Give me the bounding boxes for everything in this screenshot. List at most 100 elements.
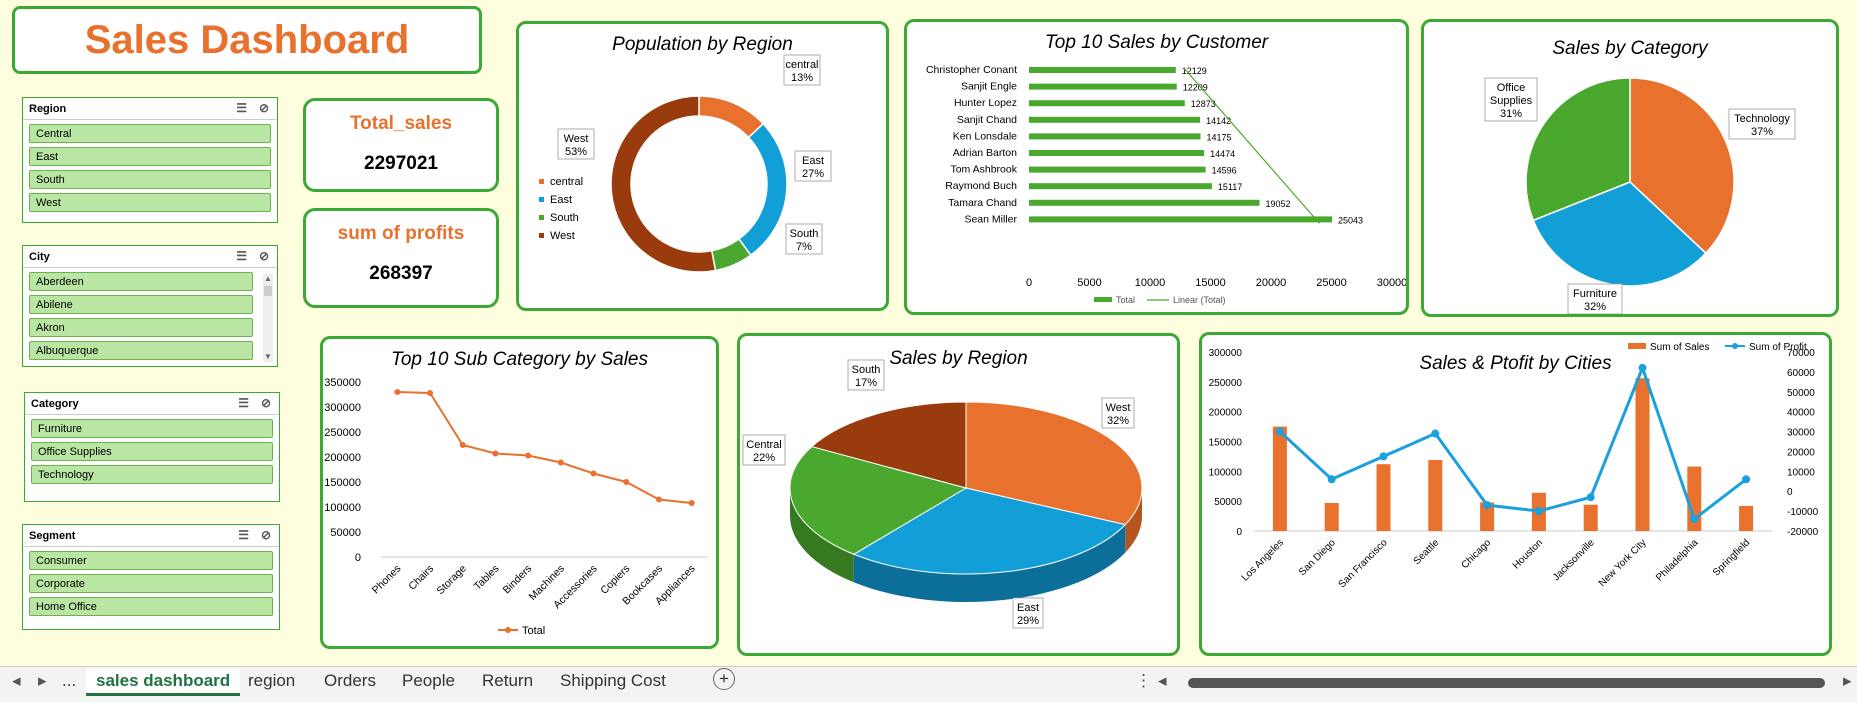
slicer-item[interactable]: Technology — [31, 465, 273, 484]
category-label: Tom Ashbrook — [950, 164, 1017, 176]
y-tick-label: 200000 — [1209, 408, 1243, 419]
chart-title: Top 10 Sales by Customer — [1044, 32, 1269, 53]
data-label: 12129 — [1182, 66, 1207, 76]
total-sales-value: 2297021 — [364, 153, 438, 174]
data-label: 32% — [1107, 415, 1129, 427]
y-tick-label: 50000 — [330, 527, 361, 539]
x-tick-label: 5000 — [1077, 277, 1101, 289]
slicer-item[interactable]: Central — [29, 124, 271, 143]
scroll-up-icon[interactable]: ▲ — [264, 274, 272, 283]
tab-region[interactable]: region — [248, 671, 296, 690]
slicer-item[interactable]: Home Office — [29, 597, 273, 616]
multi-select-icon[interactable]: ☰ — [238, 528, 249, 542]
multi-select-icon[interactable]: ☰ — [236, 101, 247, 115]
slicer-item[interactable]: West — [29, 193, 271, 212]
profit-value: 268397 — [369, 263, 433, 284]
slicer-title: City — [29, 251, 50, 263]
chart-title: Sales by Category — [1552, 38, 1708, 59]
hscroll-right-icon[interactable]: ▸ — [1843, 671, 1852, 690]
y2-tick-label: 30000 — [1787, 428, 1815, 439]
data-point — [1742, 475, 1751, 484]
bar — [1029, 100, 1185, 107]
add-sheet-button[interactable]: + — [713, 668, 735, 690]
tab-orders[interactable]: Orders — [324, 671, 376, 690]
x-tick-label: Seattle — [1412, 537, 1442, 567]
more-sheets-button[interactable]: ... — [62, 671, 77, 690]
donut-slice — [610, 95, 717, 273]
clear-filter-icon[interactable]: ⊘ — [258, 101, 269, 115]
slicer-header: Segment ☰ ⊘ — [23, 525, 279, 547]
tab-people[interactable]: People — [402, 671, 455, 690]
tab-return[interactable]: Return — [482, 671, 534, 690]
slicer-item[interactable]: South — [29, 170, 271, 189]
scroll-thumb[interactable] — [264, 286, 272, 296]
x-tick-label: 25000 — [1316, 277, 1347, 289]
y-tick-label: 350000 — [324, 377, 361, 389]
data-point — [525, 452, 532, 459]
data-point — [623, 479, 630, 485]
pie-slice — [1525, 77, 1631, 222]
tab-shipping-cost[interactable]: Shipping Cost — [560, 671, 666, 690]
data-label: Supplies — [1490, 95, 1533, 107]
data-label: East — [802, 155, 824, 167]
legend-label: Sum of Profit — [1749, 342, 1807, 353]
legend-marker — [505, 627, 511, 633]
legend-label: West — [550, 230, 575, 242]
scroll-down-icon[interactable]: ▼ — [264, 352, 272, 361]
customer-bar-chart: Christopher Conant 12129 Sanjit Engle 12209… — [926, 64, 1406, 305]
x-tick-label: 0 — [1026, 277, 1032, 289]
pie-slice — [852, 487, 1127, 575]
slicer-item[interactable]: Consumer — [29, 551, 273, 570]
subcategory-chart-panel: Top 10 Sub Category by Sales 0 50000 10000… — [320, 336, 719, 649]
city-scrollbar[interactable]: ▲ ▼ — [263, 274, 273, 362]
y-tick-label: 200000 — [324, 452, 361, 464]
bar — [1480, 502, 1495, 531]
data-point — [492, 450, 499, 457]
trendline — [1183, 67, 1320, 224]
slicer-item[interactable]: Abilene — [29, 295, 253, 314]
multi-select-icon[interactable]: ☰ — [236, 249, 247, 263]
clear-filter-icon[interactable]: ⊘ — [258, 249, 269, 263]
data-label: 14175 — [1207, 132, 1232, 142]
horizontal-scrollbar[interactable] — [1188, 678, 1825, 688]
legend-swatch — [539, 215, 544, 220]
data-label: 25043 — [1338, 215, 1363, 225]
x-tick-label: Philadelphia — [1654, 537, 1701, 584]
data-label: 37% — [1751, 126, 1773, 138]
slicer-item[interactable]: East — [29, 147, 271, 166]
slicer-item[interactable]: Albuquerque — [29, 341, 253, 360]
pie-side — [790, 488, 854, 583]
data-point — [1483, 501, 1492, 510]
multi-select-icon[interactable]: ☰ — [238, 396, 249, 410]
data-label: 22% — [753, 452, 775, 464]
slicer-item[interactable]: Akron — [29, 318, 253, 337]
data-point — [394, 389, 401, 395]
data-label: 12209 — [1183, 83, 1208, 93]
clear-filter-icon[interactable]: ⊘ — [260, 528, 271, 542]
slicer-item[interactable]: Furniture — [31, 419, 273, 438]
bar — [1029, 166, 1206, 173]
data-label: South — [852, 364, 881, 376]
segment-slicer: Segment ☰ ⊘ Consumer Corporate Home Offi… — [22, 524, 280, 630]
slicer-item[interactable]: Office Supplies — [31, 442, 273, 461]
options-icon[interactable]: ⋮ — [1135, 671, 1152, 690]
data-label: 15117 — [1218, 182, 1242, 192]
y-tick-label: 100000 — [324, 502, 361, 514]
slicer-item[interactable]: Aberdeen — [29, 272, 253, 291]
pie-side — [1125, 488, 1142, 553]
clear-filter-icon[interactable]: ⊘ — [260, 396, 271, 410]
pie-side — [853, 524, 1126, 602]
data-label: Central — [746, 439, 781, 451]
tab-sales-dashboard[interactable]: sales dashboard — [86, 669, 241, 696]
hscroll-left-icon[interactable]: ◂ — [1158, 671, 1167, 690]
scroll-left-icon[interactable]: ◂ — [12, 671, 21, 690]
slicer-item[interactable]: Corporate — [29, 574, 273, 593]
data-label: 19052 — [1266, 199, 1291, 209]
data-point — [1586, 493, 1595, 502]
scroll-right-icon[interactable]: ▸ — [38, 671, 47, 690]
bar — [1029, 183, 1212, 190]
legend-swatch — [1094, 297, 1112, 302]
data-label-box — [785, 223, 823, 255]
cities-combo-chart: 050000100000150000200000250000300000-200… — [1209, 342, 1819, 590]
